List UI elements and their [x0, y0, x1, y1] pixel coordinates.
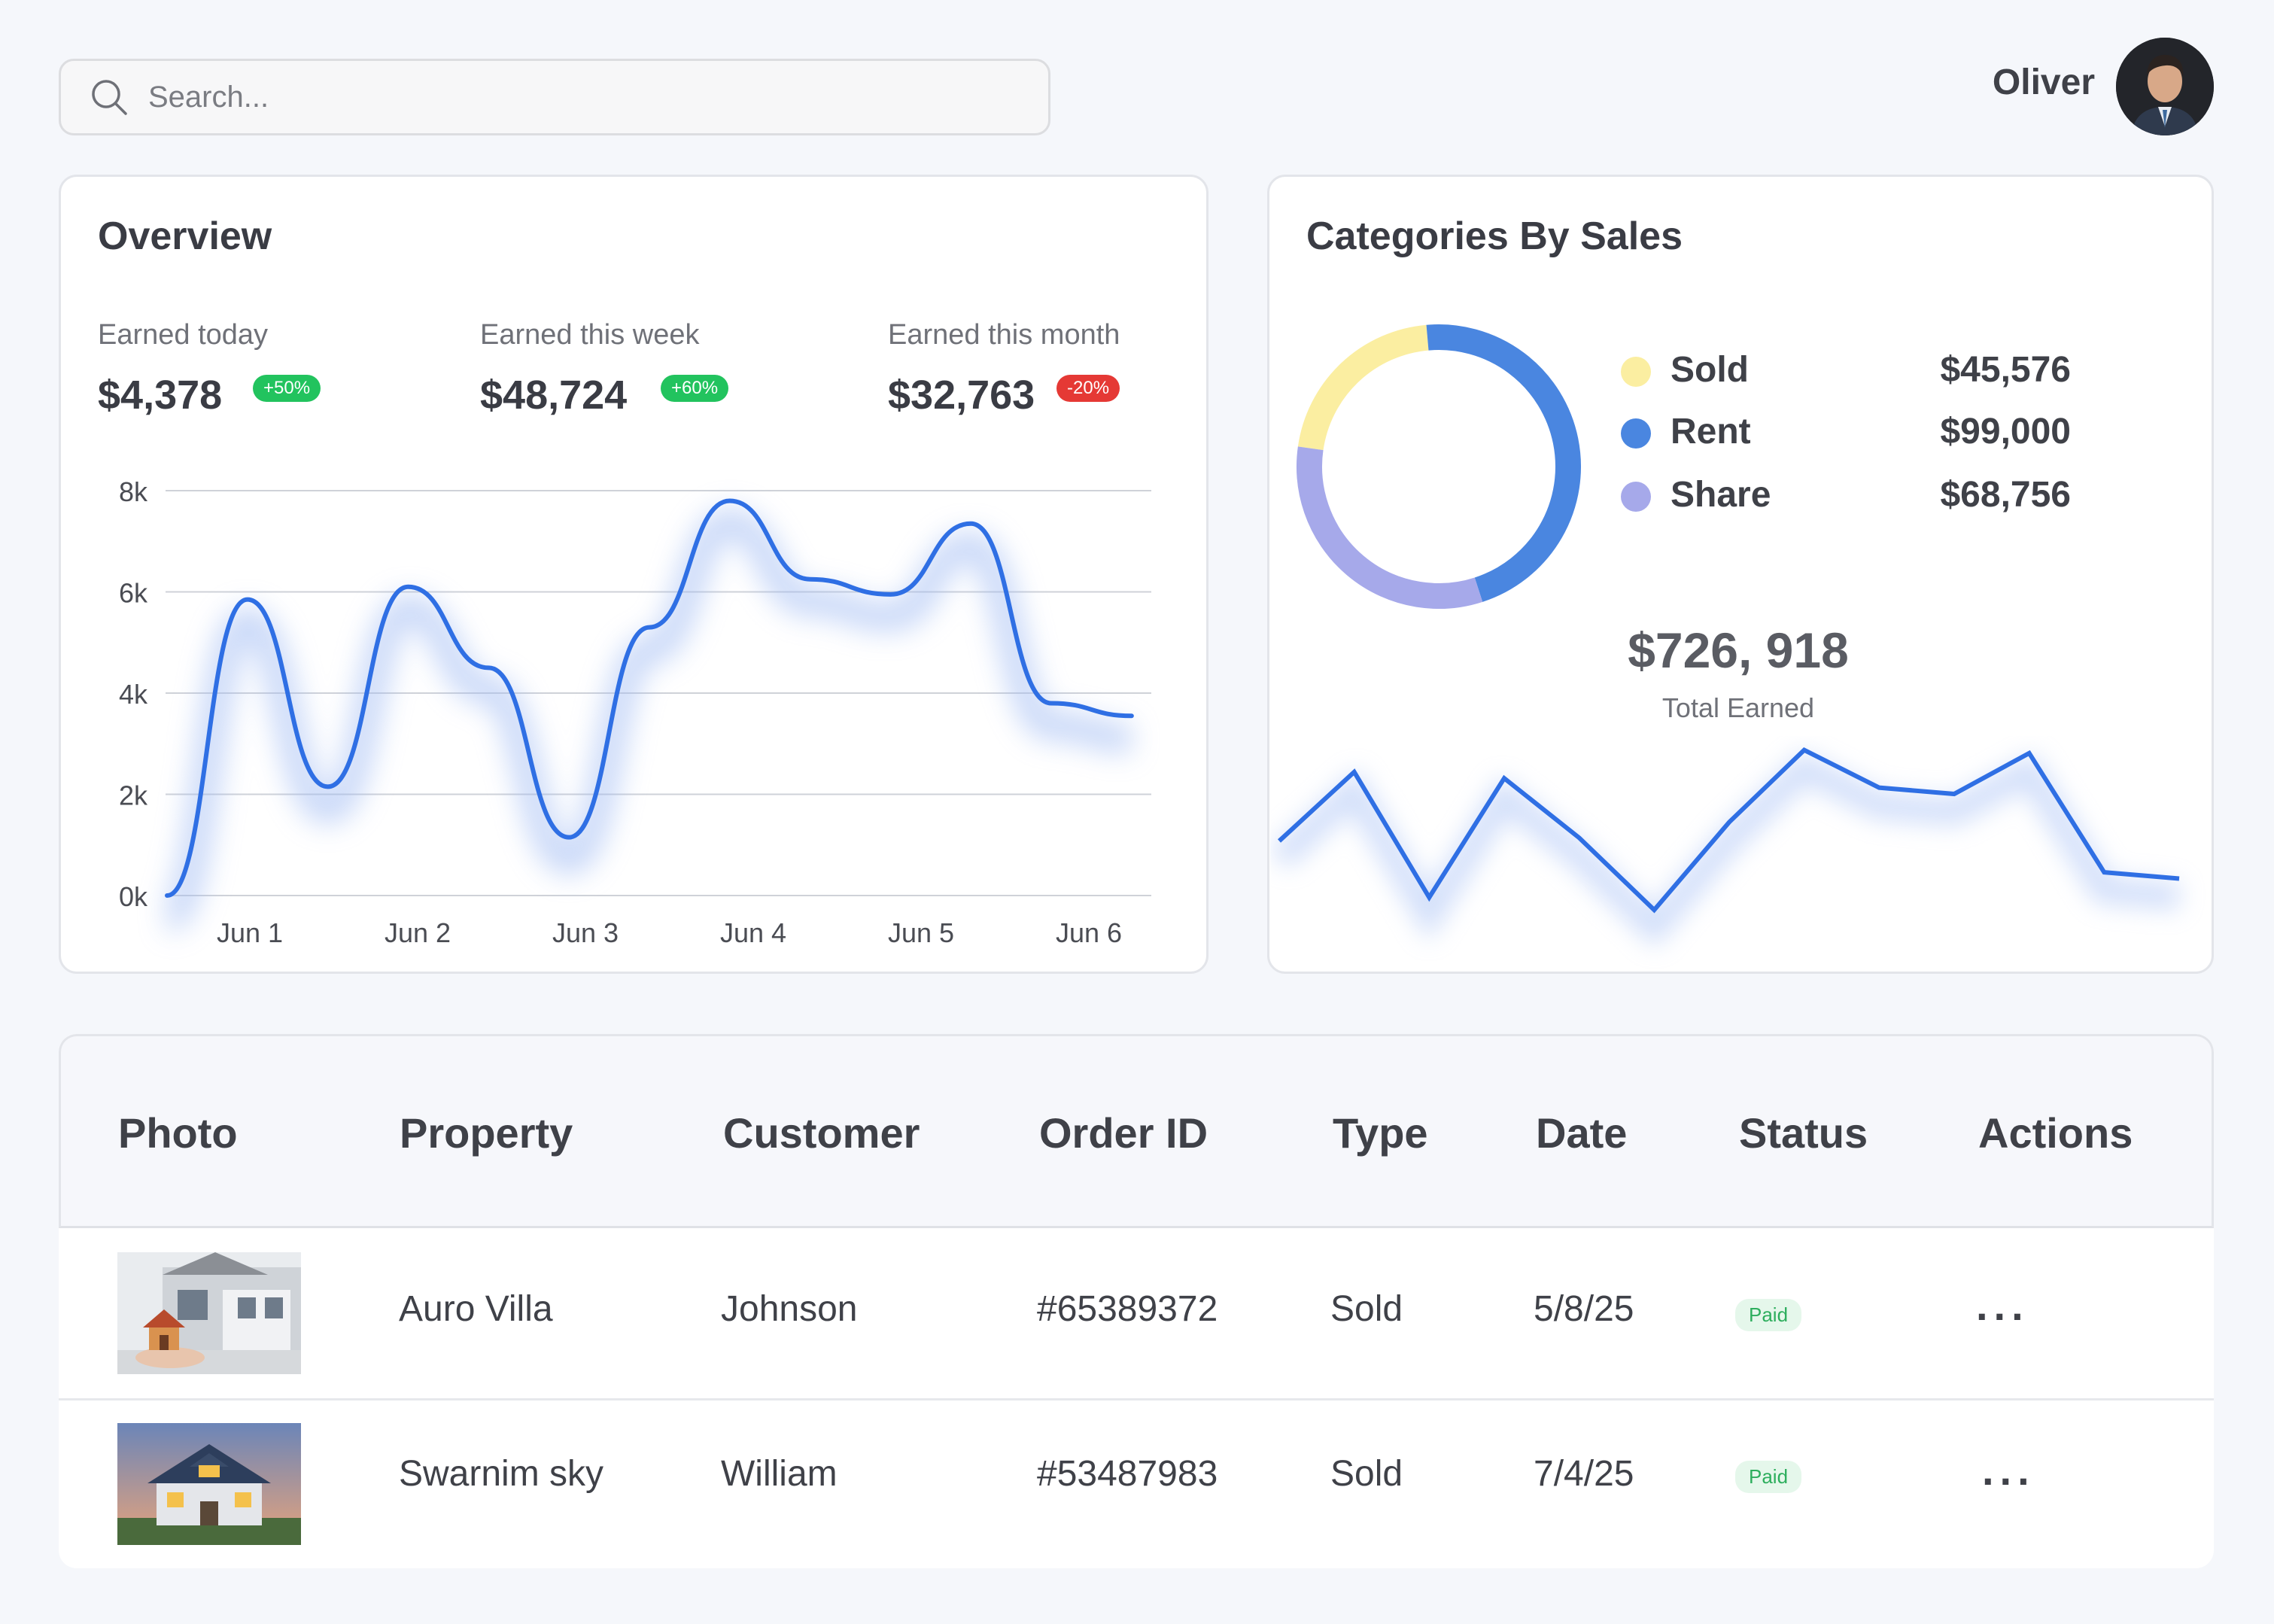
status-badge: Paid: [1735, 1461, 1802, 1493]
total-earned-value: $726, 918: [1628, 622, 1849, 678]
cell-type: Sold: [1330, 1454, 1403, 1494]
legend-dot-rent: [1621, 418, 1651, 449]
line-series: [165, 498, 1134, 898]
x-tick-label: Jun 4: [720, 917, 786, 948]
search-icon: [92, 80, 127, 115]
categories-donut-chart: [1297, 324, 1581, 609]
legend-value-rent: $99,000: [1940, 412, 2071, 452]
overview-line-chart: 0k 2k 4k 6k 8k Jun 1 Jun 2 Jun 3 Jun 4 Jun 5 Jun 6: [119, 476, 1151, 948]
cell-customer: William: [721, 1454, 838, 1494]
legend-dot-share: [1621, 482, 1651, 512]
row-actions-menu[interactable]: ...: [1982, 1446, 2035, 1494]
legend-label-rent: Rent: [1671, 412, 1751, 452]
donut-slice-share: [1297, 446, 1483, 609]
search-input[interactable]: Search...: [148, 80, 269, 114]
property-photo: [117, 1252, 301, 1374]
col-status[interactable]: Status: [1739, 1109, 1868, 1157]
line-glow: [161, 508, 1132, 933]
status-badge: Paid: [1735, 1299, 1802, 1331]
stat-month-value: $32,763: [888, 373, 1035, 418]
col-photo[interactable]: Photo: [118, 1109, 238, 1157]
categories-sparkline-chart: [1270, 747, 2181, 948]
stat-week-label: Earned this week: [480, 319, 700, 351]
x-tick-label: Jun 6: [1056, 917, 1122, 948]
cell-property: Swarnim sky: [399, 1454, 604, 1494]
table-row[interactable]: Swarnim sky William #53487983 Sold 7/4/2…: [59, 1398, 2214, 1568]
col-order-id[interactable]: Order ID: [1039, 1109, 1208, 1157]
cell-order-id: #65389372: [1037, 1289, 1218, 1329]
legend-label-share: Share: [1671, 475, 1771, 515]
x-tick-label: Jun 2: [385, 917, 451, 948]
donut-slice-sold: [1297, 324, 1429, 451]
stat-today-badge: +50%: [253, 375, 321, 402]
categories-title: Categories By Sales: [1306, 214, 1683, 258]
stat-week-badge: +60%: [661, 375, 729, 402]
col-customer[interactable]: Customer: [723, 1109, 920, 1157]
x-tick-label: Jun 5: [888, 917, 954, 948]
table-header: Photo Property Customer Order ID Type Da…: [59, 1034, 2214, 1228]
cell-property: Auro Villa: [399, 1289, 553, 1329]
y-tick-label: 4k: [119, 679, 148, 710]
col-date[interactable]: Date: [1536, 1109, 1628, 1157]
stat-today-value: $4,378: [98, 373, 223, 418]
cell-date: 5/8/25: [1534, 1289, 1634, 1329]
stat-today-label: Earned today: [98, 319, 269, 351]
y-tick-label: 0k: [119, 881, 148, 912]
y-tick-label: 8k: [119, 476, 148, 507]
user-name: Oliver: [1992, 62, 2095, 102]
orders-table: Photo Property Customer Order ID Type Da…: [59, 1034, 2214, 1568]
legend-value-sold: $45,576: [1940, 350, 2071, 390]
avatar[interactable]: [2116, 38, 2214, 135]
total-earned-label: Total Earned: [1661, 692, 1815, 723]
col-actions[interactable]: Actions: [1978, 1109, 2133, 1157]
x-tick-label: Jun 3: [552, 917, 619, 948]
search-bar[interactable]: Search...: [59, 59, 1050, 135]
legend-value-share: $68,756: [1940, 475, 2071, 515]
table-row[interactable]: Auro Villa Johnson #65389372 Sold 5/8/25…: [59, 1228, 2214, 1398]
row-actions-menu[interactable]: ...: [1976, 1282, 2029, 1329]
overview-title: Overview: [98, 214, 272, 258]
overview-card: [59, 175, 1208, 974]
stat-month-label: Earned this month: [888, 319, 1120, 351]
cell-date: 7/4/25: [1534, 1454, 1634, 1494]
sparkline-glow: [1270, 751, 2181, 948]
cell-customer: Johnson: [721, 1289, 858, 1329]
x-tick-label: Jun 1: [217, 917, 283, 948]
donut-slice-rent: [1426, 324, 1581, 602]
y-tick-label: 6k: [119, 578, 148, 609]
legend-label-sold: Sold: [1671, 350, 1749, 390]
cell-order-id: #53487983: [1037, 1454, 1218, 1494]
legend-dot-sold: [1621, 357, 1651, 387]
col-type[interactable]: Type: [1333, 1109, 1428, 1157]
stat-month-badge: -20%: [1056, 375, 1120, 402]
property-photo: [117, 1423, 301, 1545]
cell-type: Sold: [1330, 1289, 1403, 1329]
stat-week-value: $48,724: [480, 373, 628, 418]
y-tick-label: 2k: [119, 780, 148, 811]
col-property[interactable]: Property: [400, 1109, 573, 1157]
